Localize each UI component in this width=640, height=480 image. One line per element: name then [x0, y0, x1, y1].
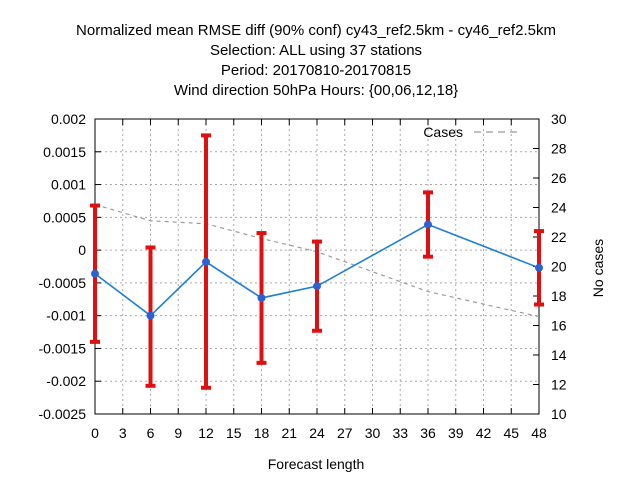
x-tick-label: 48: [531, 425, 547, 441]
x-tick-label: 24: [309, 425, 325, 441]
y2-tick-label: 16: [551, 318, 567, 334]
data-point: [202, 257, 210, 266]
data-point: [535, 263, 543, 272]
y-tick-label: -0.002: [46, 373, 86, 389]
x-tick-label: 42: [476, 425, 492, 441]
data-point: [424, 220, 432, 229]
x-tick-label: 45: [503, 425, 519, 441]
y2-tick-label: 30: [551, 111, 567, 127]
x-tick-label: 39: [448, 425, 464, 441]
y-tick-label: 0.0015: [43, 144, 86, 160]
y2-tick-label: 14: [551, 347, 567, 363]
y2-tick-label: 26: [551, 170, 567, 186]
x-tick-label: 3: [119, 425, 127, 441]
x-tick-label: 9: [174, 425, 182, 441]
chart-title-line-1: Normalized mean RMSE diff (90% conf) cy4…: [76, 22, 556, 39]
chart-title-line-3: Period: 20170810-20170815: [221, 62, 411, 79]
y2-axis-label: No cases: [590, 239, 606, 297]
y-tick-label: -0.0005: [39, 275, 87, 291]
chart-title-line-4: Wind direction 50hPa Hours: {00,06,12,18…: [174, 82, 458, 99]
x-tick-label: 12: [198, 425, 214, 441]
x-tick-label: 6: [147, 425, 155, 441]
y2-axis-ticks: 30 28 26 24 22 20 18 16 14 12 10: [533, 111, 567, 422]
y-axis-ticks: 0.002 0.0015 0.001 0.0005 0 -0.0005 -0.001 -0.0…: [39, 111, 101, 422]
legend-label-cases: Cases: [423, 124, 463, 140]
y2-tick-label: 10: [551, 406, 567, 422]
chart-title-block: Normalized mean RMSE diff (90% conf) cy4…: [76, 22, 556, 99]
data-point: [91, 269, 99, 278]
data-point: [257, 293, 266, 302]
chart-title-line-2: Selection: ALL using 37 stations: [210, 42, 422, 59]
x-tick-label: 15: [226, 425, 242, 441]
y-tick-label: -0.0015: [39, 340, 87, 356]
y-tick-label: -0.001: [46, 308, 86, 324]
y2-tick-label: 20: [551, 259, 567, 275]
x-tick-label: 27: [337, 425, 353, 441]
x-tick-label: 21: [281, 425, 297, 441]
y-tick-label: 0: [78, 242, 86, 258]
y-tick-label: -0.0025: [39, 406, 87, 422]
data-point: [146, 311, 155, 320]
data-point: [313, 282, 321, 291]
y2-tick-label: 28: [551, 141, 567, 157]
y2-tick-label: 12: [551, 377, 567, 393]
y2-tick-label: 22: [551, 229, 567, 245]
y-tick-label: 0.0005: [43, 209, 86, 225]
y2-tick-label: 24: [551, 200, 567, 216]
x-axis-ticks: 0 3 6 9 12 15 18 21 24 27 30 33 36 39 42 45 48: [91, 119, 547, 441]
x-tick-label: 36: [420, 425, 436, 441]
y-tick-label: 0.002: [51, 111, 86, 127]
legend: Cases: [423, 124, 522, 140]
series-rmse-diff: [90, 133, 544, 390]
x-tick-label: 18: [254, 425, 270, 441]
y2-tick-label: 18: [551, 288, 567, 304]
x-axis-label: Forecast length: [268, 456, 365, 472]
x-tick-label: 33: [392, 425, 408, 441]
x-tick-label: 0: [91, 425, 99, 441]
y-tick-label: 0.001: [51, 177, 86, 193]
x-tick-label: 30: [365, 425, 381, 441]
